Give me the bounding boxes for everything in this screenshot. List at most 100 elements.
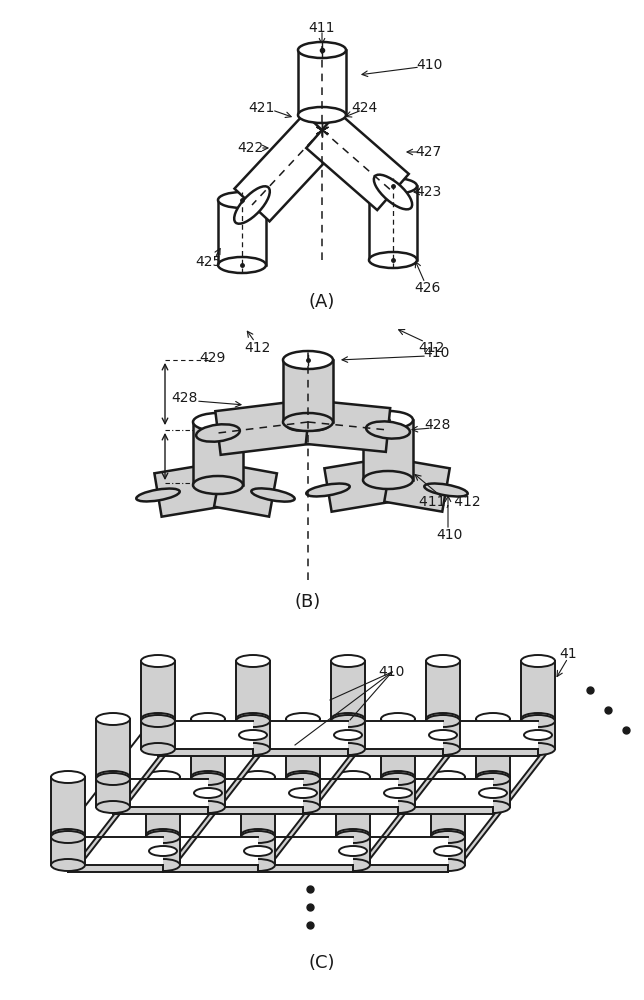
Text: 423: 423 (415, 185, 441, 199)
Polygon shape (241, 777, 275, 835)
Polygon shape (381, 719, 415, 777)
Polygon shape (163, 865, 258, 872)
Ellipse shape (191, 771, 225, 783)
Text: 428: 428 (172, 391, 198, 405)
Ellipse shape (241, 831, 275, 843)
Polygon shape (208, 779, 303, 807)
Ellipse shape (191, 713, 225, 725)
Text: 412: 412 (419, 341, 445, 355)
Polygon shape (174, 802, 219, 867)
Ellipse shape (339, 846, 367, 856)
Polygon shape (51, 837, 85, 865)
Polygon shape (363, 420, 413, 480)
Ellipse shape (241, 771, 275, 783)
Ellipse shape (194, 788, 222, 798)
Polygon shape (193, 422, 243, 485)
Polygon shape (68, 865, 163, 872)
Ellipse shape (331, 713, 365, 725)
Ellipse shape (104, 782, 122, 804)
Ellipse shape (191, 773, 225, 785)
Ellipse shape (431, 859, 465, 871)
Text: 410: 410 (437, 528, 463, 542)
Polygon shape (215, 400, 310, 455)
Ellipse shape (286, 771, 320, 783)
Ellipse shape (198, 782, 218, 804)
Text: 424: 424 (351, 101, 377, 115)
Polygon shape (57, 784, 124, 860)
Ellipse shape (283, 351, 333, 369)
Polygon shape (253, 721, 348, 749)
Ellipse shape (476, 713, 510, 725)
Ellipse shape (286, 713, 320, 725)
Ellipse shape (336, 831, 370, 843)
Ellipse shape (244, 846, 272, 856)
Polygon shape (443, 721, 538, 749)
Ellipse shape (196, 478, 240, 492)
Ellipse shape (339, 724, 357, 746)
Ellipse shape (524, 730, 552, 740)
Ellipse shape (141, 713, 175, 725)
Polygon shape (253, 749, 348, 756)
Ellipse shape (146, 771, 180, 783)
Ellipse shape (431, 831, 465, 843)
Polygon shape (306, 112, 409, 210)
Ellipse shape (366, 421, 410, 439)
Ellipse shape (51, 829, 85, 841)
Polygon shape (234, 114, 339, 221)
Polygon shape (258, 865, 353, 872)
Polygon shape (521, 721, 555, 749)
Text: 411, 412: 411, 412 (419, 495, 481, 509)
Ellipse shape (286, 413, 330, 431)
Ellipse shape (426, 715, 460, 727)
Polygon shape (353, 865, 448, 872)
Ellipse shape (298, 42, 346, 58)
Polygon shape (431, 837, 465, 865)
Ellipse shape (141, 743, 175, 755)
Polygon shape (364, 802, 409, 867)
Ellipse shape (251, 488, 295, 502)
Text: 410: 410 (424, 346, 450, 360)
Polygon shape (398, 779, 493, 807)
Polygon shape (381, 779, 415, 807)
Ellipse shape (96, 801, 130, 813)
Polygon shape (336, 837, 370, 865)
Polygon shape (241, 837, 275, 865)
Polygon shape (113, 807, 208, 814)
Polygon shape (79, 802, 124, 867)
Ellipse shape (331, 655, 365, 667)
Ellipse shape (334, 730, 362, 740)
Ellipse shape (218, 192, 266, 208)
Polygon shape (286, 779, 320, 807)
Ellipse shape (424, 483, 468, 497)
Polygon shape (298, 50, 346, 115)
Ellipse shape (363, 471, 413, 489)
Polygon shape (68, 837, 163, 865)
Polygon shape (348, 721, 443, 749)
Ellipse shape (51, 831, 85, 843)
Polygon shape (208, 807, 303, 814)
Ellipse shape (286, 773, 320, 785)
Ellipse shape (434, 846, 462, 856)
Polygon shape (113, 779, 208, 807)
Ellipse shape (191, 801, 225, 813)
Ellipse shape (236, 655, 270, 667)
Polygon shape (459, 802, 504, 867)
Polygon shape (426, 661, 460, 719)
Text: 412: 412 (245, 341, 271, 355)
Polygon shape (342, 784, 409, 860)
Polygon shape (521, 661, 555, 719)
Polygon shape (336, 777, 370, 835)
Ellipse shape (336, 771, 370, 783)
Ellipse shape (286, 413, 330, 431)
Polygon shape (369, 186, 417, 260)
Ellipse shape (196, 424, 240, 442)
Polygon shape (286, 719, 320, 777)
Polygon shape (219, 744, 264, 809)
Ellipse shape (479, 788, 507, 798)
Ellipse shape (96, 771, 130, 783)
Ellipse shape (331, 715, 365, 727)
Ellipse shape (149, 846, 177, 856)
Ellipse shape (433, 724, 453, 746)
Ellipse shape (236, 715, 270, 727)
Ellipse shape (521, 715, 555, 727)
